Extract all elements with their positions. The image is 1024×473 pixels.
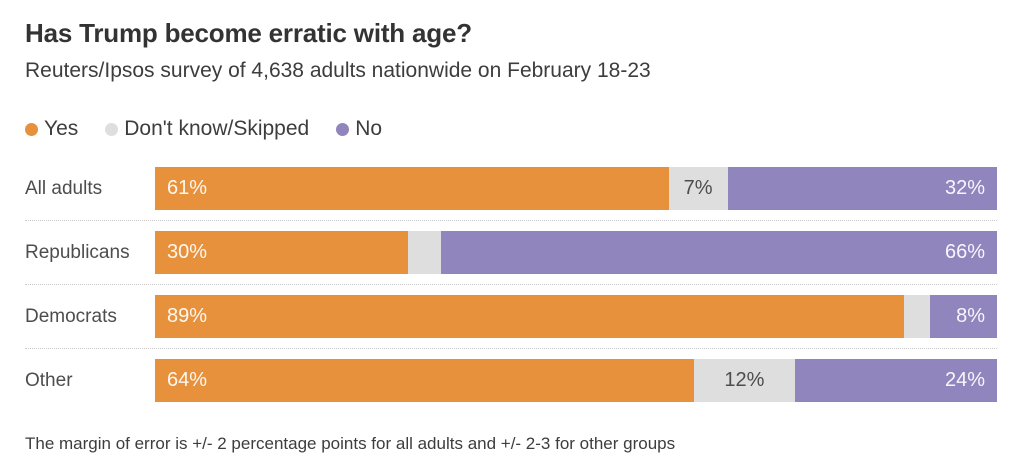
bar-segment-yes: 30% [155,231,408,274]
bar-segment-yes: 89% [155,295,905,338]
legend: Yes Don't know/Skipped No [25,117,997,141]
bar-row-democrats: Democrats 89% 8% [25,295,997,338]
row-divider [25,284,997,285]
legend-item-no: No [336,117,382,141]
category-label: Republicans [25,241,130,263]
legend-dot-yes-icon [25,122,38,136]
category-label: Democrats [25,305,117,327]
margin-of-error-note: The margin of error is +/- 2 percentage … [25,434,676,453]
stacked-bar: 61% 7% 32% [155,167,997,210]
bar-segment-dont-know [904,295,930,338]
bar-segment-no: 8% [929,295,997,338]
category-label: All adults [25,177,103,199]
chart-container: Has Trump become erratic with age? Reute… [25,18,997,453]
bar-segment-no: 32% [727,167,997,210]
legend-dot-no-icon [336,122,350,136]
bar-segment-dont-know: 12% [693,359,795,402]
bar-segment-yes: 64% [155,359,694,402]
legend-item-yes: Yes [25,117,78,141]
stacked-bar: 30% 66% [155,231,997,274]
stacked-bar: 89% 8% [155,295,997,338]
bar-segment-no: 24% [794,359,997,402]
bar-rows: All adults 61% 7% 32% Republicans 30% 66… [25,167,997,402]
legend-label-dont-know: Don't know/Skipped [124,117,310,140]
bar-segment-yes: 61% [155,167,669,210]
bar-segment-dont-know [407,231,442,274]
category-label: Other [25,369,73,391]
chart-subtitle: Reuters/Ipsos survey of 4,638 adults nat… [25,59,651,82]
legend-label-no: No [355,117,383,140]
legend-label-yes: Yes [44,117,79,140]
bar-row-other: Other 64% 12% 24% [25,359,997,402]
chart-title: Has Trump become erratic with age? [25,18,472,48]
bar-row-republicans: Republicans 30% 66% [25,231,997,274]
bar-row-all-adults: All adults 61% 7% 32% [25,167,997,210]
stacked-bar: 64% 12% 24% [155,359,997,402]
legend-dot-dont-know-icon [105,122,119,136]
row-divider [25,220,997,221]
bar-segment-no: 66% [441,231,997,274]
row-divider [25,348,997,349]
bar-segment-dont-know: 7% [668,167,728,210]
legend-item-dont-know: Don't know/Skipped [105,117,309,141]
